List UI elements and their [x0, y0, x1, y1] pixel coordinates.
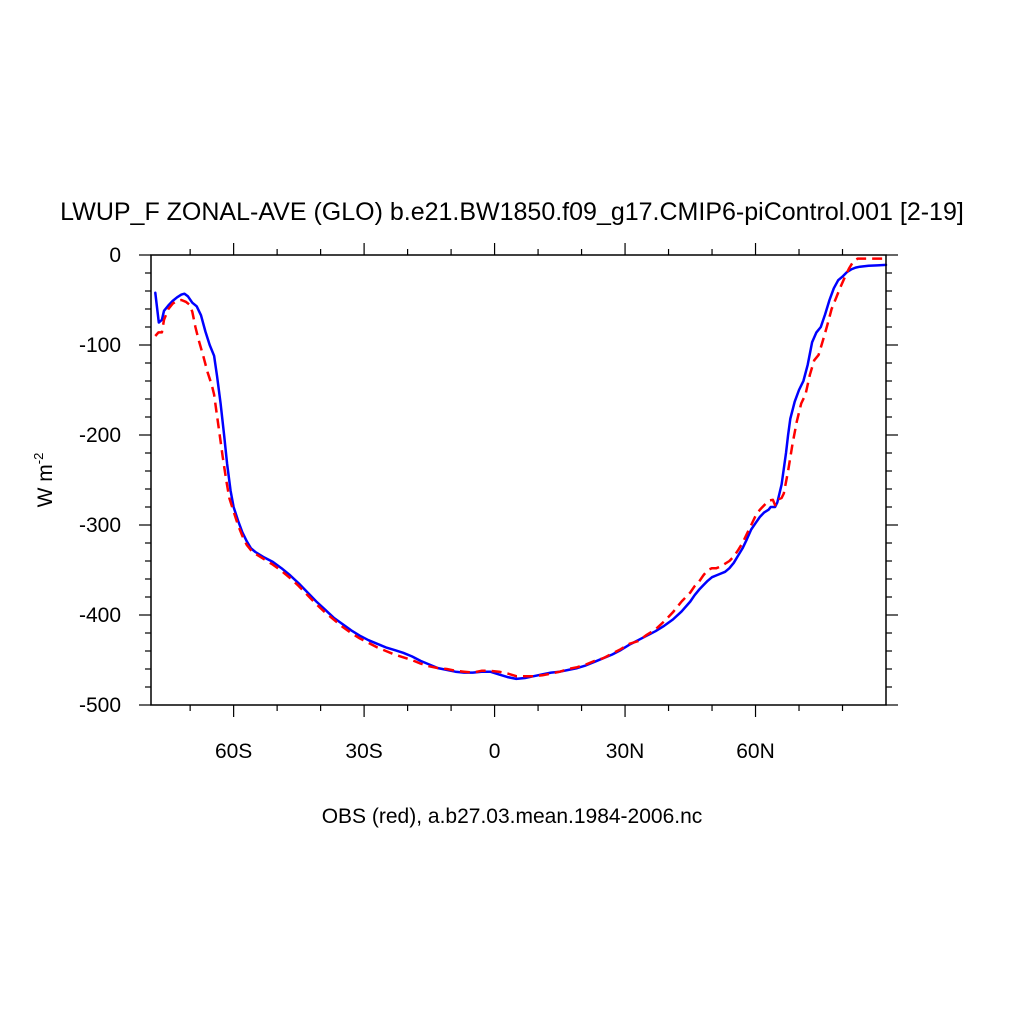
x-axis-label: OBS (red), a.b27.03.mean.1984-2006.nc	[322, 805, 703, 828]
y-tick-label: -200	[79, 424, 121, 447]
y-axis-label-main: W m	[34, 464, 57, 507]
y-axis-label-exponent: -2	[31, 453, 46, 465]
series-layer	[154, 257, 888, 681]
plot-frame	[150, 254, 887, 706]
y-tick-label: -300	[79, 514, 121, 537]
y-tick-label: 0	[109, 244, 121, 267]
x-tick-label: 60N	[736, 740, 775, 763]
x-tick-label: 60S	[215, 740, 252, 763]
y-tick-label: -500	[79, 694, 121, 717]
y-tick-label: -400	[79, 604, 121, 627]
series-line-obs	[154, 257, 886, 678]
y-axis-label: W m-2	[31, 453, 57, 508]
x-tick-labels: 60S 30S 0 30N 60N	[215, 740, 775, 763]
x-tick-label: 30N	[606, 740, 645, 763]
chart-title: LWUP_F ZONAL-AVE (GLO) b.e21.BW1850.f09_…	[60, 198, 964, 226]
ticks-layer	[139, 243, 898, 717]
y-tick-labels: 0 -100 -200 -300 -400 -500	[79, 244, 121, 717]
y-tick-label: -100	[79, 334, 121, 357]
x-tick-label: 30S	[345, 740, 382, 763]
x-tick-label: 0	[489, 740, 501, 763]
series-line-model	[154, 263, 888, 681]
